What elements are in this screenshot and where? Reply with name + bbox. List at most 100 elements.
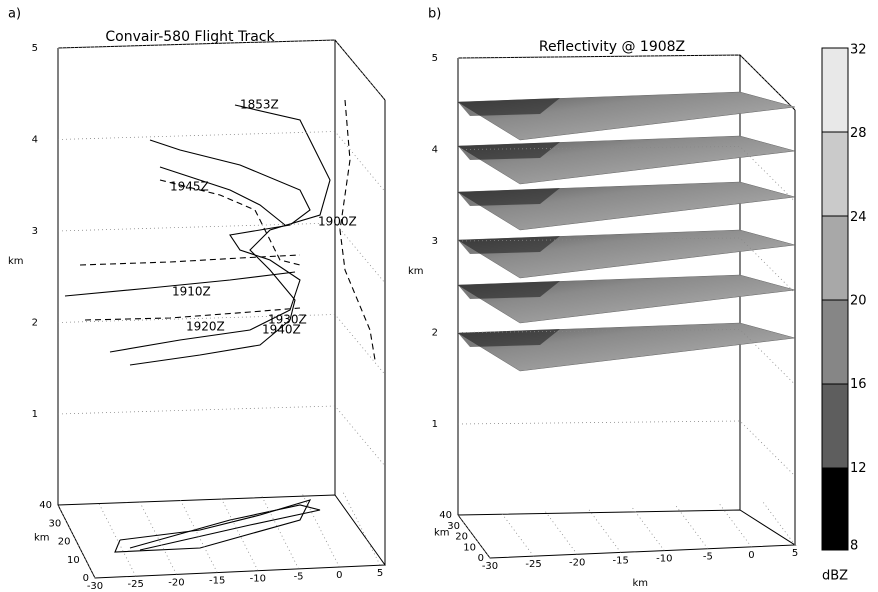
z-tick-label: 3 (32, 226, 38, 237)
colorbar-label: dBZ (822, 569, 848, 584)
grid-line (342, 491, 381, 566)
slab (457, 181, 796, 231)
grid-line (457, 420, 796, 477)
grid-line (631, 507, 665, 551)
y-tick-label: 30 (49, 518, 62, 529)
z-tick-label: 2 (32, 318, 38, 329)
y-tick-label: 20 (455, 532, 468, 543)
z-axis-label: km (408, 266, 424, 277)
z-tick-label: 1 (32, 409, 38, 420)
colorbar-tick-label: 8 (850, 539, 858, 554)
slab-dark (458, 281, 560, 299)
slab-dark (458, 329, 560, 347)
x-tick-label: -10 (250, 574, 266, 585)
y-tick-label: 40 (439, 510, 452, 521)
slab (457, 229, 796, 279)
colorbar-bin (821, 467, 849, 551)
colorbar-tick-label: 12 (850, 461, 867, 476)
x-tick-label: -25 (128, 579, 144, 590)
grid-line (501, 512, 534, 557)
z-tick-label: 4 (432, 145, 438, 156)
slab (457, 91, 796, 141)
grid-line (57, 314, 386, 375)
grid-line (98, 502, 137, 577)
reflectivity-slabs (457, 91, 796, 372)
slab (457, 274, 796, 324)
y-tick-label: 40 (39, 500, 52, 511)
grid-line (179, 499, 218, 573)
grid-line (261, 495, 299, 569)
colorbar-tick-label: 32 (850, 43, 867, 58)
y-axis-label: km (34, 533, 50, 544)
time-annotation: 1920Z (186, 320, 225, 334)
x-tick-label: -20 (168, 577, 184, 588)
grid-line (220, 497, 259, 571)
slab (457, 322, 796, 372)
slab-dark (458, 142, 560, 160)
grid-line (675, 505, 709, 549)
grid-line (544, 511, 578, 555)
y-tick-label: 30 (447, 521, 460, 532)
time-annotation: 1945Z (170, 180, 209, 194)
panel-a-box (57, 39, 386, 579)
x-tick-label: 5 (792, 548, 798, 559)
y-tick-label: 10 (67, 555, 80, 566)
x-tick-label: -15 (613, 555, 629, 566)
y-tick-label: 0 (478, 553, 484, 564)
slab-dark (458, 188, 560, 206)
x-tick-label: 0 (336, 570, 342, 581)
colorbar (821, 47, 849, 551)
z-tick-label: 5 (32, 43, 38, 54)
grid-line (57, 222, 386, 284)
y-tick-label: 20 (58, 537, 71, 548)
x-tick-label: 0 (748, 550, 754, 561)
slab-dark (458, 98, 560, 116)
x-tick-label: -20 (569, 557, 585, 568)
x-tick-label: -10 (656, 554, 672, 565)
grid-line (457, 514, 491, 559)
grid-line (719, 503, 752, 548)
z-tick-label: 1 (432, 419, 438, 430)
time-annotation: 1930Z (268, 313, 307, 327)
time-annotation: 1910Z (172, 285, 211, 299)
colorbar-bin (821, 299, 849, 385)
x-tick-label: -5 (703, 552, 713, 563)
colorbar-tick-label: 24 (850, 210, 867, 225)
colorbar-tick-label: 28 (850, 126, 867, 141)
panel-label: b) (428, 7, 441, 22)
grid-line (588, 509, 622, 553)
x-tick-label: 5 (377, 568, 383, 579)
colorbar-bin (821, 131, 849, 217)
z-tick-label: 5 (432, 53, 438, 64)
x-tick-label: -30 (87, 581, 103, 592)
panel-title: Convair-580 Flight Track (105, 29, 275, 45)
colorbar-tick-label: 20 (850, 294, 867, 309)
grid-line (301, 493, 340, 568)
time-annotation: 1900Z (318, 215, 357, 229)
x-tick-label: -5 (294, 572, 304, 583)
colorbar-bin (821, 215, 849, 301)
slab (457, 135, 796, 185)
colorbar-bin (821, 47, 849, 133)
y-tick-label: 0 (83, 573, 89, 584)
z-tick-label: 3 (432, 236, 438, 247)
x-tick-label: -25 (525, 559, 541, 570)
x-tick-label: -15 (209, 575, 225, 586)
panel-label: a) (8, 7, 21, 22)
z-axis-label: km (8, 256, 24, 267)
y-tick-label: 10 (463, 542, 476, 553)
z-tick-label: 4 (32, 135, 38, 146)
colorbar-bin (821, 383, 849, 469)
x-axis-label: km (633, 578, 649, 589)
grid-line (57, 131, 386, 192)
y-axis-label: km (434, 528, 450, 539)
panel-title: Reflectivity @ 1908Z (539, 39, 685, 55)
grid-line (57, 39, 386, 101)
grid-line (762, 501, 796, 546)
time-annotation: 1853Z (240, 98, 279, 112)
x-tick-label: -30 (482, 561, 498, 572)
colorbar-tick-label: 16 (850, 377, 867, 392)
grid-line (57, 405, 386, 467)
grid-line (57, 504, 96, 579)
